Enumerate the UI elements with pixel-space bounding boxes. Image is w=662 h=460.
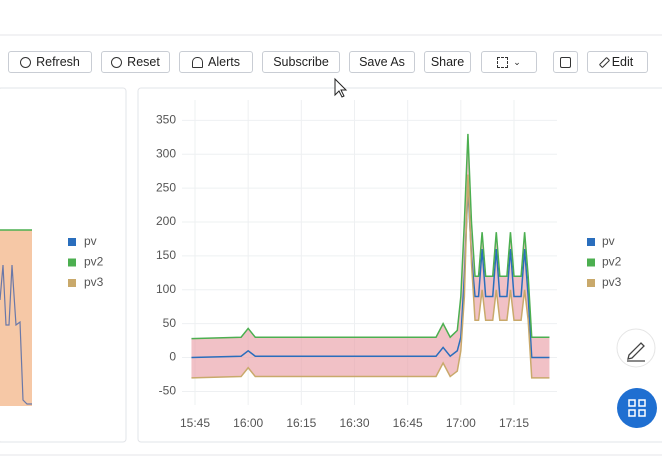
share-button[interactable]: Share [424, 51, 471, 73]
right-panel [137, 87, 662, 443]
x-tick-label: 16:15 [286, 416, 316, 430]
y-tick-label: 0 [169, 350, 176, 364]
save-as-button[interactable]: Save As [349, 51, 415, 73]
pencil-icon [598, 56, 610, 68]
refresh-button[interactable]: Refresh [8, 51, 92, 73]
legend-swatch [587, 258, 595, 267]
comment-icon [560, 56, 571, 68]
y-tick-label: 100 [156, 282, 176, 296]
legend-label: pv3 [602, 275, 622, 289]
x-tick-label: 16:30 [339, 416, 369, 430]
y-tick-label: 150 [156, 248, 176, 262]
button-label: Edit [611, 55, 634, 69]
legend-label: pv2 [84, 255, 104, 269]
series-line [191, 133, 550, 340]
series-line [191, 188, 550, 359]
legend-swatch [68, 258, 76, 267]
x-tick-label: 17:15 [499, 416, 529, 430]
subscribe-button[interactable]: Subscribe [262, 51, 340, 73]
fullscreen-icon [497, 56, 509, 68]
mouse-cursor [334, 77, 348, 98]
bell-icon [192, 56, 204, 68]
legend-label: pv2 [602, 255, 622, 269]
x-tick-label: 15:45 [180, 416, 210, 430]
apps-icon [628, 399, 646, 417]
band-fill [191, 133, 550, 378]
legend-swatch [587, 279, 595, 287]
x-tick-label: 16:00 [233, 416, 263, 430]
legend-swatch [587, 238, 595, 246]
legend-swatch [68, 238, 76, 246]
pencil-icon [627, 342, 645, 362]
y-tick-label: 50 [163, 316, 177, 330]
fullscreen-button[interactable]: ⌄ [481, 51, 537, 73]
button-label: Refresh [36, 55, 80, 69]
button-label: Subscribe [273, 55, 329, 69]
reset-button[interactable]: Reset [101, 51, 170, 73]
y-tick-label: 300 [156, 146, 176, 160]
button-label: Save As [359, 55, 405, 69]
apps-float-button[interactable] [617, 388, 657, 428]
y-tick-label: -50 [159, 384, 177, 398]
chevron-icon: ⌄ [513, 56, 521, 67]
button-label: Reset [127, 55, 160, 69]
left-panel-line [0, 264, 32, 405]
y-tick-label: 350 [156, 113, 176, 127]
legend-swatch [68, 279, 76, 287]
alerts-button[interactable]: Alerts [179, 51, 253, 73]
legend-label: pv3 [84, 275, 104, 289]
y-tick-label: 250 [156, 180, 176, 194]
series-line [191, 174, 550, 379]
button-label: Alerts [208, 55, 240, 69]
legend-label: pv [84, 234, 97, 248]
x-tick-label: 16:45 [393, 416, 423, 430]
refresh-icon [20, 56, 32, 68]
button-label: Share [430, 55, 465, 69]
edit-button[interactable]: Edit [587, 51, 648, 73]
y-tick-label: 200 [156, 214, 176, 228]
reset-icon [111, 56, 123, 68]
x-tick-label: 17:00 [446, 416, 476, 430]
legend-label: pv [602, 234, 615, 248]
comment-button[interactable] [553, 51, 578, 73]
